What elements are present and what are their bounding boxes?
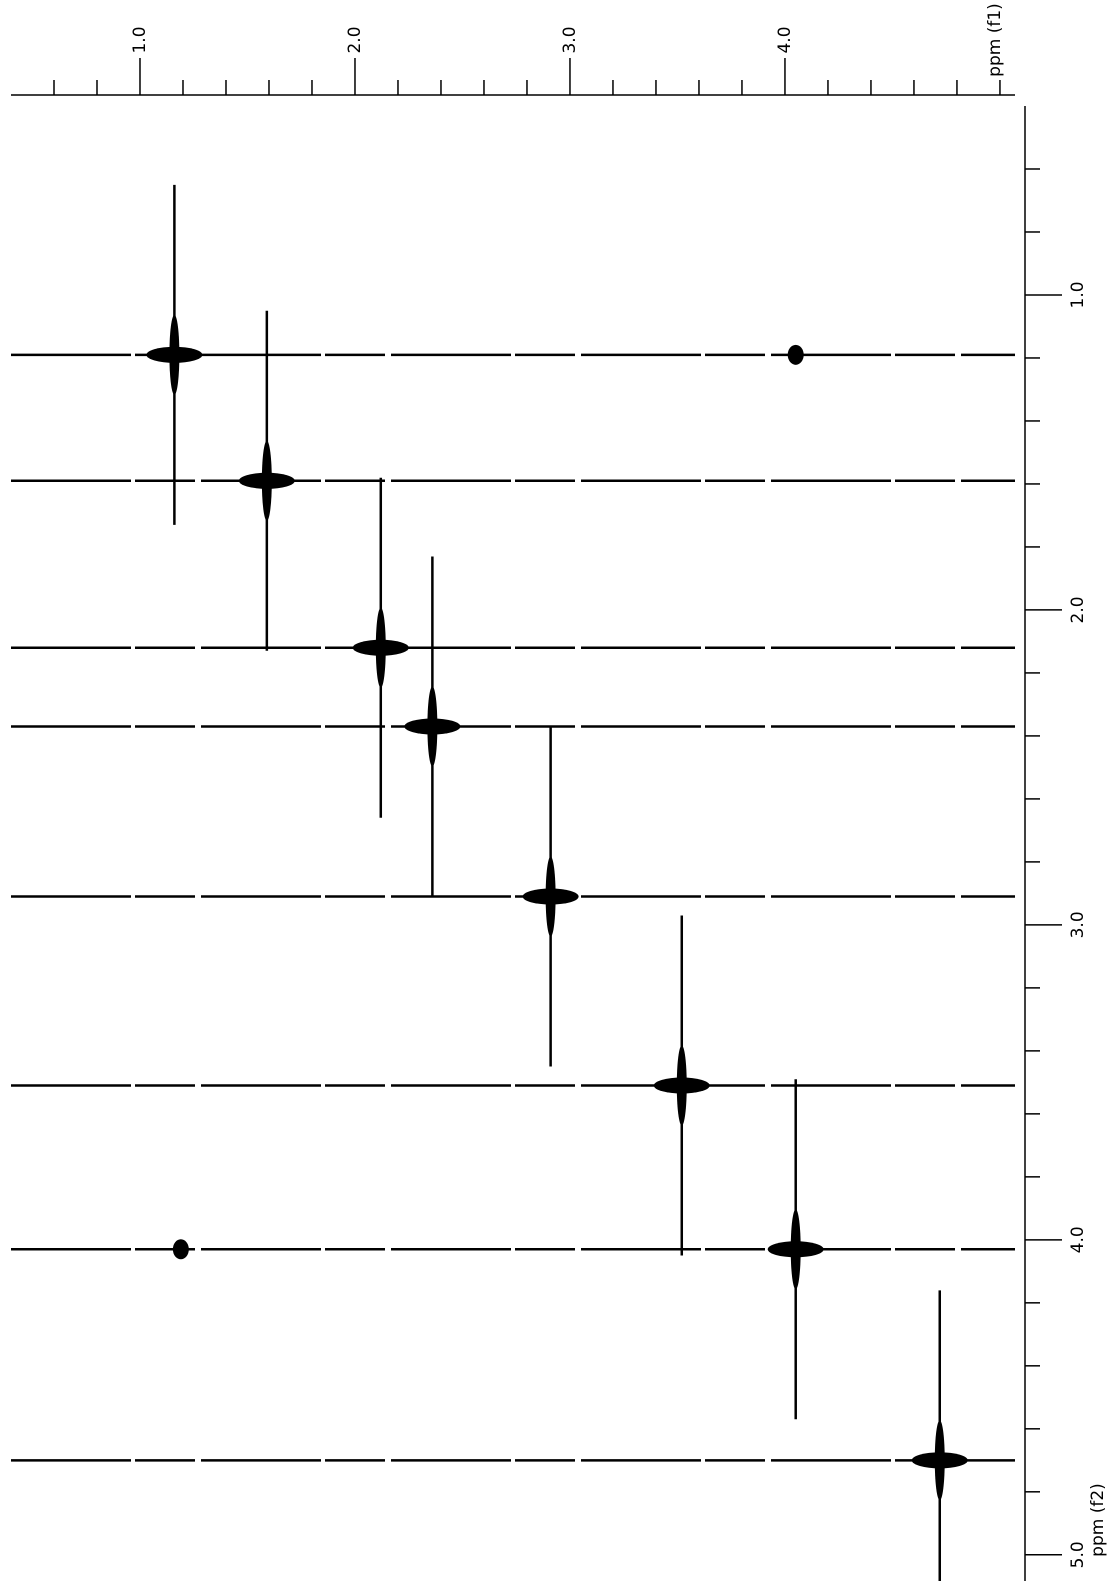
y-tick-label: 1.0 xyxy=(1068,281,1088,308)
peak-blob-v xyxy=(261,440,272,521)
y-axis-label: ppm (f2) xyxy=(1088,1483,1108,1557)
x-tick-label: 3.0 xyxy=(560,26,580,53)
peak-blob-v xyxy=(934,1420,945,1501)
peak xyxy=(11,556,1015,897)
peak-blob-v xyxy=(427,686,438,767)
peak-blob-v xyxy=(375,607,386,688)
peak xyxy=(11,310,1015,651)
peak xyxy=(787,344,804,365)
x-tick-label: 1.0 xyxy=(130,26,150,53)
peak xyxy=(172,1239,189,1260)
x-tick-label: 2.0 xyxy=(345,26,365,53)
peak-blob-v xyxy=(790,1209,801,1290)
y-tick-label: 5.0 xyxy=(1068,1541,1088,1568)
y-tick-label: 4.0 xyxy=(1068,1226,1088,1253)
peak-blob xyxy=(172,1239,189,1260)
y-tick-label: 2.0 xyxy=(1068,596,1088,623)
peak xyxy=(11,1290,1015,1581)
peak xyxy=(11,1079,1015,1420)
y-tick-label: 3.0 xyxy=(1068,911,1088,938)
peak xyxy=(11,726,1015,1067)
peak-blob-v xyxy=(545,856,556,937)
peak xyxy=(11,915,1015,1256)
x-axis-label: ppm (f1) xyxy=(985,3,1005,77)
peak xyxy=(11,477,1015,818)
peak-blob xyxy=(787,344,804,365)
peak xyxy=(11,184,1015,525)
x-tick-label: 4.0 xyxy=(775,26,795,53)
peak-blob-v xyxy=(169,314,180,395)
peak-blob-v xyxy=(676,1045,687,1126)
